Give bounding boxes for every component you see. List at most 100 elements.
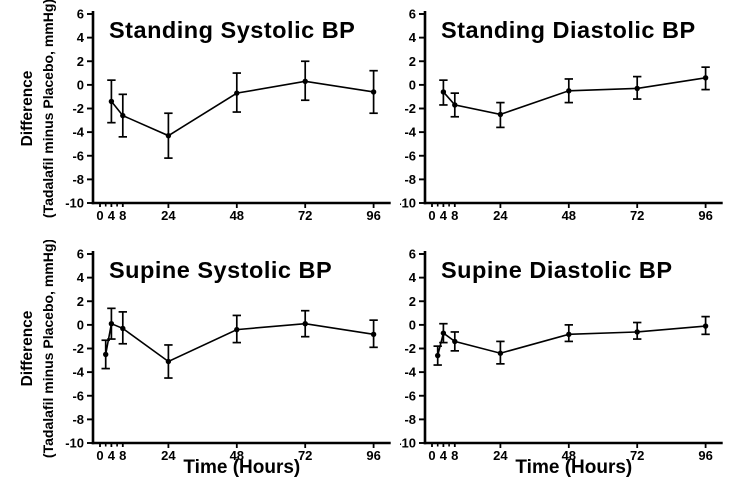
data-point-marker	[634, 85, 640, 92]
x-axis-tick-label: 8	[451, 448, 458, 463]
y-axis-tick-label: 4	[409, 270, 417, 285]
y-axis-tick-label: -10	[65, 436, 84, 451]
chart-panel-supine-systolic-bp: 6 4 2 0 -2 -4 -6 -8 -10 0 4 8 24 48 72 96 Supine Systoli…	[0, 240, 400, 479]
y-axis-tick-label: 0	[409, 77, 416, 92]
data-point-marker	[108, 320, 115, 327]
y-axis-tick-label: 4	[77, 30, 85, 45]
data-point-marker	[120, 325, 126, 332]
data-point-marker	[452, 102, 458, 108]
data-series-line	[442, 76, 706, 116]
y-axis-tick-label: -2	[72, 101, 84, 116]
y-axis-title-line2: (Tadalafil minus Placebo, mmHg)	[40, 0, 56, 218]
data-series-line	[110, 80, 374, 137]
data-point-marker	[302, 78, 308, 85]
chart-title: Supine Systolic BP	[109, 257, 332, 283]
x-axis-tick-label: 0	[96, 448, 103, 463]
x-axis-tick-label: 96	[366, 208, 380, 223]
x-axis-tick-label: 8	[451, 208, 458, 223]
data-point-marker	[234, 90, 240, 96]
y-axis-tick-label: 6	[77, 7, 84, 22]
data-point-marker	[566, 88, 572, 94]
y-axis-tick-label: 2	[77, 294, 84, 309]
x-axis-title: Time (Hours)	[183, 457, 300, 478]
y-axis-tick-label: -4	[404, 365, 416, 380]
data-point-marker	[634, 329, 640, 335]
y-axis-tick-label: -10	[400, 436, 416, 451]
data-point-marker	[165, 358, 172, 365]
y-axis-tick-label: -10	[65, 196, 84, 211]
y-axis-tick-label: 0	[77, 77, 84, 92]
y-axis-tick-label: -8	[72, 172, 84, 187]
data-point-marker	[120, 112, 126, 119]
data-point-marker	[452, 338, 458, 345]
y-axis-tick-label: 2	[77, 54, 84, 69]
data-point-marker	[702, 323, 709, 329]
x-axis-tick-label: 4	[440, 208, 448, 223]
data-point-marker	[370, 89, 377, 95]
chart-title: Supine Diastolic BP	[441, 257, 673, 283]
x-axis-tick-label: 72	[298, 448, 312, 463]
y-axis-tick-label: -8	[404, 172, 416, 187]
y-axis-tick-label: -10	[400, 196, 416, 211]
data-point-marker	[165, 132, 172, 139]
x-axis-tick-label: 48	[562, 208, 576, 223]
x-axis-tick-label: 72	[630, 208, 644, 223]
data-point-marker	[702, 75, 709, 81]
data-point-marker	[234, 326, 240, 333]
y-axis-tick-label: -4	[72, 365, 84, 380]
x-axis-tick-label: 96	[698, 208, 712, 223]
y-axis-tick-label: 2	[409, 54, 416, 69]
x-axis-tick-label: 24	[493, 448, 508, 463]
y-axis-tick-label: -6	[404, 148, 416, 163]
y-axis-tick-label: 2	[409, 294, 416, 309]
x-axis-tick-label: 4	[440, 448, 448, 463]
data-point-marker	[302, 320, 308, 327]
y-axis-tick-label: 6	[409, 7, 416, 22]
x-axis-tick-label: 24	[493, 208, 508, 223]
x-axis-tick-label: 0	[428, 208, 435, 223]
x-axis-tick-label: 8	[119, 448, 126, 463]
y-axis-tick-label: -8	[404, 412, 416, 427]
x-axis-tick-label: 72	[298, 208, 312, 223]
data-point-marker	[440, 89, 447, 95]
x-axis-tick-label: 24	[161, 208, 176, 223]
y-axis-tick-label: -6	[72, 148, 84, 163]
x-axis-tick-label: 48	[230, 448, 244, 463]
data-point-marker	[103, 351, 109, 358]
data-point-marker	[370, 331, 377, 338]
y-axis-tick-label: 6	[409, 247, 416, 262]
x-axis-tick-label: 0	[428, 448, 435, 463]
x-axis-tick-label: 4	[108, 448, 116, 463]
x-axis-tick-label: 48	[562, 448, 576, 463]
data-point-marker	[497, 111, 504, 118]
y-axis-tick-label: -2	[404, 101, 416, 116]
x-axis-tick-label: 96	[366, 448, 380, 463]
y-axis-tick-label: 4	[409, 30, 417, 45]
y-axis-tick-label: -4	[404, 125, 416, 140]
y-axis-tick-label: -4	[72, 125, 84, 140]
x-axis-tick-label: 0	[96, 208, 103, 223]
chart-title: Standing Systolic BP	[109, 17, 355, 43]
x-axis-tick-label: 72	[630, 448, 644, 463]
y-axis-tick-label: 6	[77, 247, 84, 262]
data-point-marker	[566, 331, 572, 338]
y-axis-title-line2: (Tadalafil minus Placebo, mmHg)	[40, 240, 56, 458]
data-point-marker	[440, 330, 447, 336]
y-axis-tick-label: -6	[72, 388, 84, 403]
y-axis-title-line1: Difference	[19, 310, 36, 386]
data-point-marker	[108, 98, 115, 105]
y-axis-tick-label: 4	[77, 270, 85, 285]
y-axis-tick-label: -2	[404, 341, 416, 356]
chart-title: Standing Diastolic BP	[441, 17, 696, 43]
y-axis-tick-label: 0	[77, 317, 84, 332]
y-axis-tick-label: -6	[404, 388, 416, 403]
y-axis-tick-label: -8	[72, 412, 84, 427]
x-axis-title: Time (Hours)	[515, 457, 632, 478]
